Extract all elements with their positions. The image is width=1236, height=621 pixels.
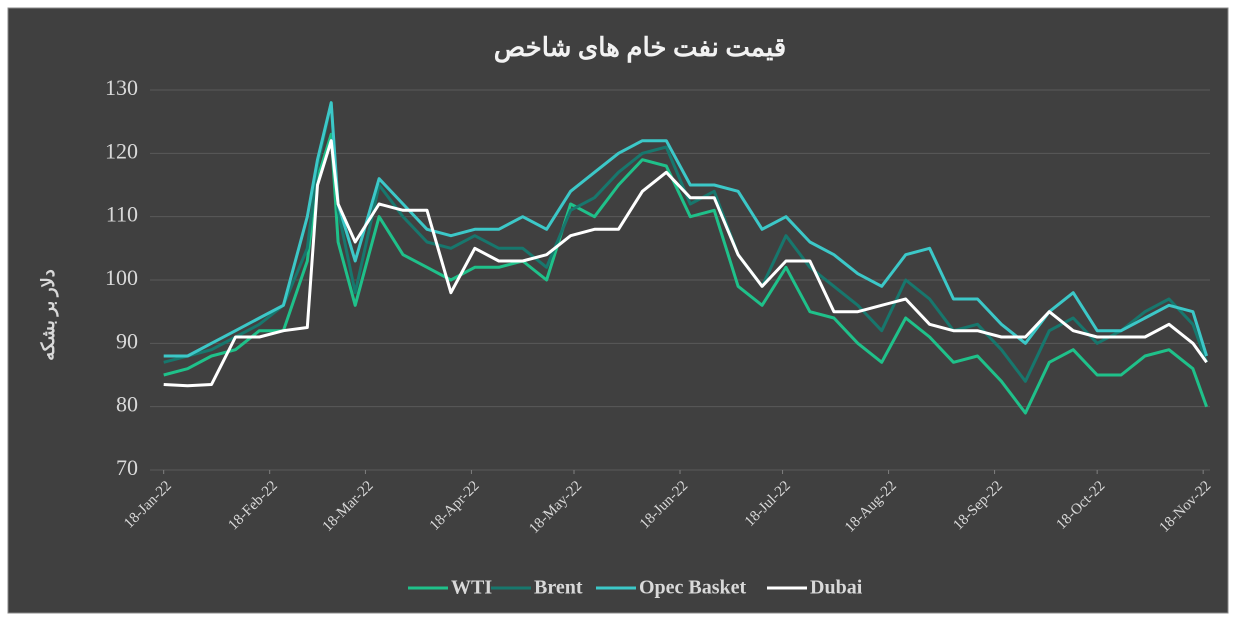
series-line [163, 101, 1209, 358]
y-tick-label: 90 [116, 328, 138, 353]
y-tick-label: 70 [116, 455, 138, 480]
y-tick-label: 110 [106, 202, 138, 227]
y-tick-label: 80 [116, 392, 138, 417]
y-axis-label: دلار بر بشکه [38, 269, 59, 361]
legend-label: Brent [534, 577, 583, 599]
chart-background [7, 7, 1229, 614]
legend-label: Dubai [810, 577, 863, 599]
chart-title: قیمت نفت خام های شاخص [494, 33, 786, 63]
series-line [163, 132, 1209, 415]
legend-label: Opec Basket [639, 577, 747, 599]
y-tick-label: 100 [105, 265, 138, 290]
y-tick-label: 120 [105, 138, 138, 163]
legend-label: WTI [451, 577, 492, 599]
y-tick-label: 130 [105, 75, 138, 100]
series-line [163, 139, 1208, 388]
